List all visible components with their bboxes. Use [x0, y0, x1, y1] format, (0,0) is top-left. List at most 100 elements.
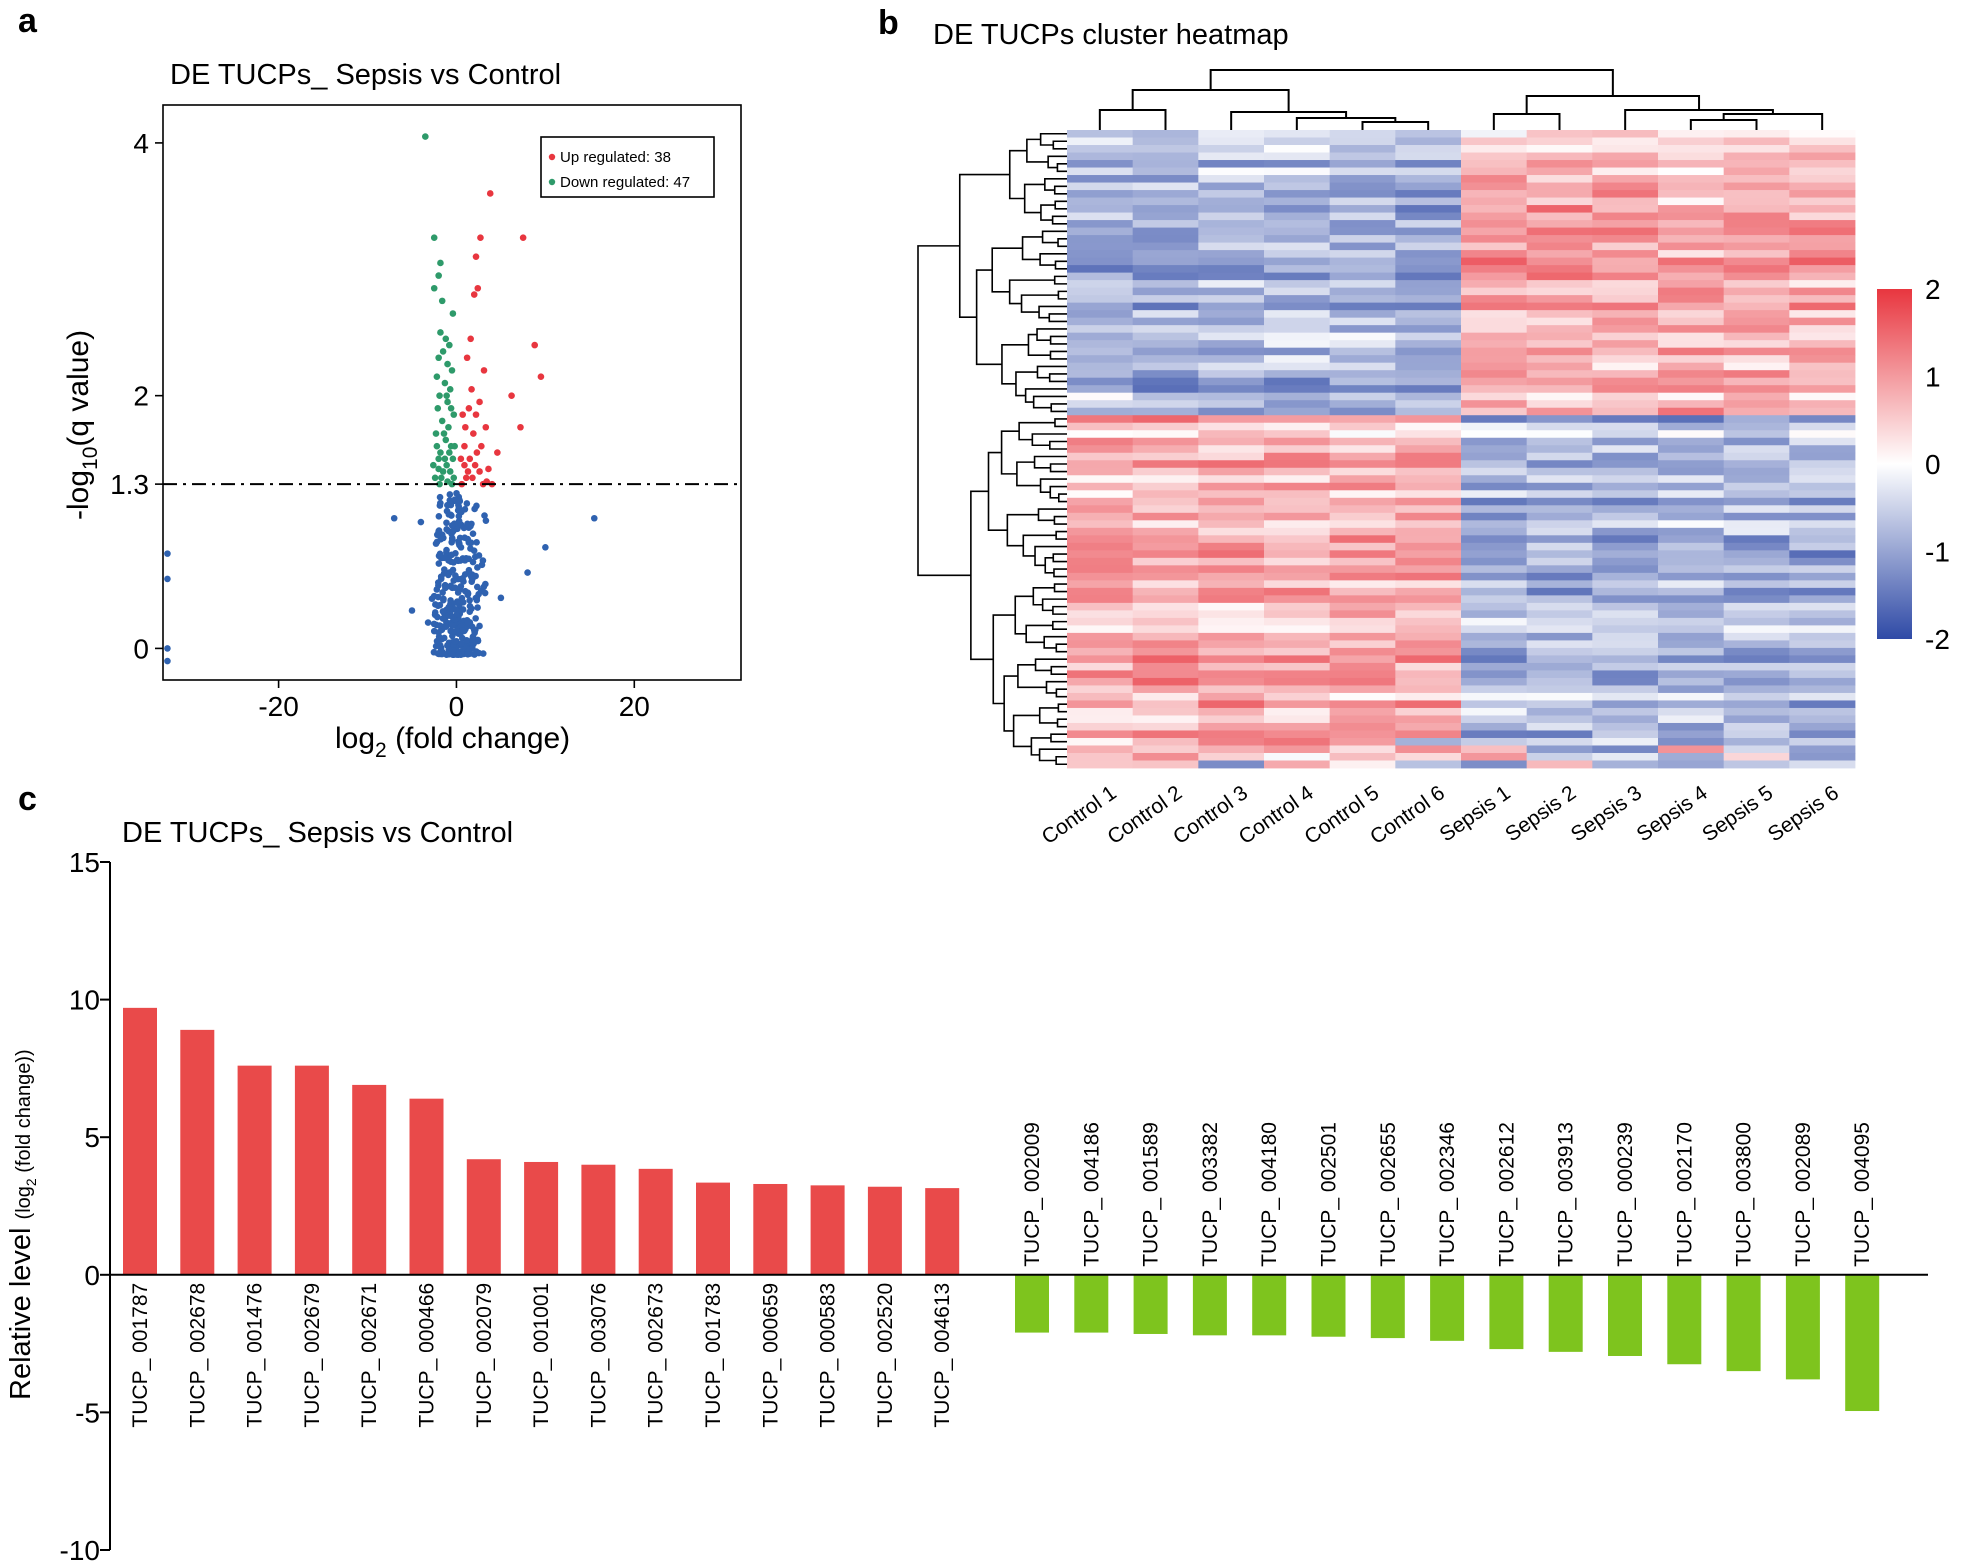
heatmap-cell: [1461, 497, 1528, 506]
heatmap-cell: [1658, 527, 1725, 536]
heatmap-cell: [1132, 302, 1199, 311]
heatmap-cell: [1329, 572, 1396, 581]
volcano-x-ticks: -20 0 20: [258, 680, 650, 722]
heatmap-cell: [1329, 340, 1396, 349]
heatmap-cell: [1723, 437, 1790, 446]
heatmap-cell: [1526, 632, 1593, 641]
heatmap-cell: [1067, 130, 1134, 138]
dendrogram-link: [991, 247, 1023, 293]
heatmap-cell: [1198, 722, 1265, 731]
ns-point: [478, 561, 486, 569]
heatmap-cell: [1198, 655, 1265, 664]
heatmap-cell: [1789, 265, 1856, 274]
heatmap-cell: [1789, 617, 1856, 626]
heatmap-cell: [1329, 437, 1396, 446]
dendrogram-link: [1049, 350, 1067, 360]
down-bar: [1370, 1274, 1405, 1339]
heatmap-cell: [1723, 700, 1790, 709]
dendrogram-link: [1055, 688, 1067, 698]
heatmap-cell: [1592, 685, 1659, 694]
heatmap-cell: [1461, 250, 1528, 258]
heatmap-cell: [1723, 467, 1790, 476]
dendrogram-link: [1054, 260, 1067, 270]
heatmap-cell: [1723, 145, 1790, 153]
heatmap-cell: [1395, 662, 1462, 671]
heatmap-cell: [1526, 670, 1593, 679]
ns-point: [466, 608, 474, 615]
heatmap-cell: [1329, 700, 1396, 709]
heatmap-cell: [1132, 160, 1199, 168]
heatmap-cell: [1526, 557, 1593, 566]
heatmap-column-label: Sepsis 3: [1567, 781, 1646, 846]
heatmap-cell: [1198, 617, 1265, 626]
up-bar: [696, 1182, 730, 1275]
heatmap-cell: [1395, 197, 1462, 206]
heatmap-cell: [1067, 580, 1134, 589]
heatmap-cell: [1264, 760, 1331, 769]
heatmap-cell: [1461, 280, 1528, 289]
heatmap-cell: [1461, 467, 1528, 476]
heatmap-cell: [1526, 505, 1593, 514]
heatmap-cell: [1723, 715, 1790, 724]
heatmap-cell: [1264, 752, 1331, 761]
heatmap-cell: [1067, 257, 1134, 266]
heatmap-cell: [1526, 490, 1593, 499]
heatmap-cell: [1329, 332, 1396, 341]
heatmap-cell: [1658, 452, 1725, 461]
heatmap-cell: [1658, 610, 1725, 619]
dendrogram-link: [1032, 395, 1067, 409]
heatmap-cell: [1789, 655, 1856, 664]
legend-box: [540, 136, 715, 198]
heatmap-cell: [1526, 317, 1593, 326]
heatmap-cell: [1067, 542, 1134, 551]
heatmap-cell: [1395, 235, 1462, 243]
heatmap-cell: [1198, 692, 1265, 701]
dendrogram-link: [1022, 534, 1057, 557]
heatmap-cell: [1461, 310, 1528, 319]
up-regulated-point: [457, 455, 465, 463]
heatmap-cell: [1658, 175, 1725, 183]
heatmap-cell: [1723, 257, 1790, 266]
heatmap-cell: [1723, 272, 1790, 281]
heatmap-cell: [1198, 580, 1265, 589]
down-regulated-point: [433, 442, 441, 450]
heatmap-cell: [1789, 550, 1856, 559]
heatmap-cell: [1132, 647, 1199, 656]
heatmap-cell: [1592, 730, 1659, 739]
dendrogram-link: [1048, 313, 1067, 323]
heatmap-cell: [1132, 385, 1199, 394]
ns-point: [472, 572, 479, 580]
dendrogram-link: [975, 269, 1002, 366]
heatmap-cell: [1395, 280, 1462, 289]
heatmap-cell: [1723, 632, 1790, 641]
down-bar-label: TUCP_ 002612: [1495, 1122, 1518, 1267]
heatmap-cell: [1461, 130, 1528, 138]
heatmap-cell: [1658, 550, 1725, 559]
heatmap-cell: [1592, 422, 1659, 431]
heatmap-cell: [1789, 167, 1856, 176]
down-bar-label: TUCP_ 002655: [1377, 1122, 1400, 1267]
up-regulated-point: [517, 423, 524, 431]
ns-point: [456, 540, 463, 547]
heatmap-cell: [1264, 370, 1331, 379]
heatmap-cell: [1526, 197, 1593, 206]
heatmap-cell: [1198, 497, 1265, 506]
heatmap-cell: [1198, 235, 1265, 243]
ns-point: [481, 589, 489, 597]
heatmap-cell: [1329, 482, 1396, 491]
heatmap-cell: [1526, 385, 1593, 394]
heatmap-cell: [1264, 377, 1331, 386]
heatmap-cell: [1592, 227, 1659, 236]
heatmap-cell: [1198, 130, 1265, 138]
heatmap-cell: [1658, 482, 1725, 491]
heatmap-cell: [1592, 715, 1659, 724]
heatmap-cell: [1526, 145, 1593, 153]
heatmap-cell: [1658, 730, 1725, 739]
heatmap-cell: [1789, 460, 1856, 469]
heatmap-cell: [1592, 137, 1659, 146]
up-bar: [810, 1185, 845, 1275]
row-dendrogram: [917, 132, 1067, 766]
heatmap-cell: [1132, 617, 1199, 626]
dendrogram-link: [1056, 162, 1067, 173]
heatmap-cell: [1329, 542, 1396, 551]
